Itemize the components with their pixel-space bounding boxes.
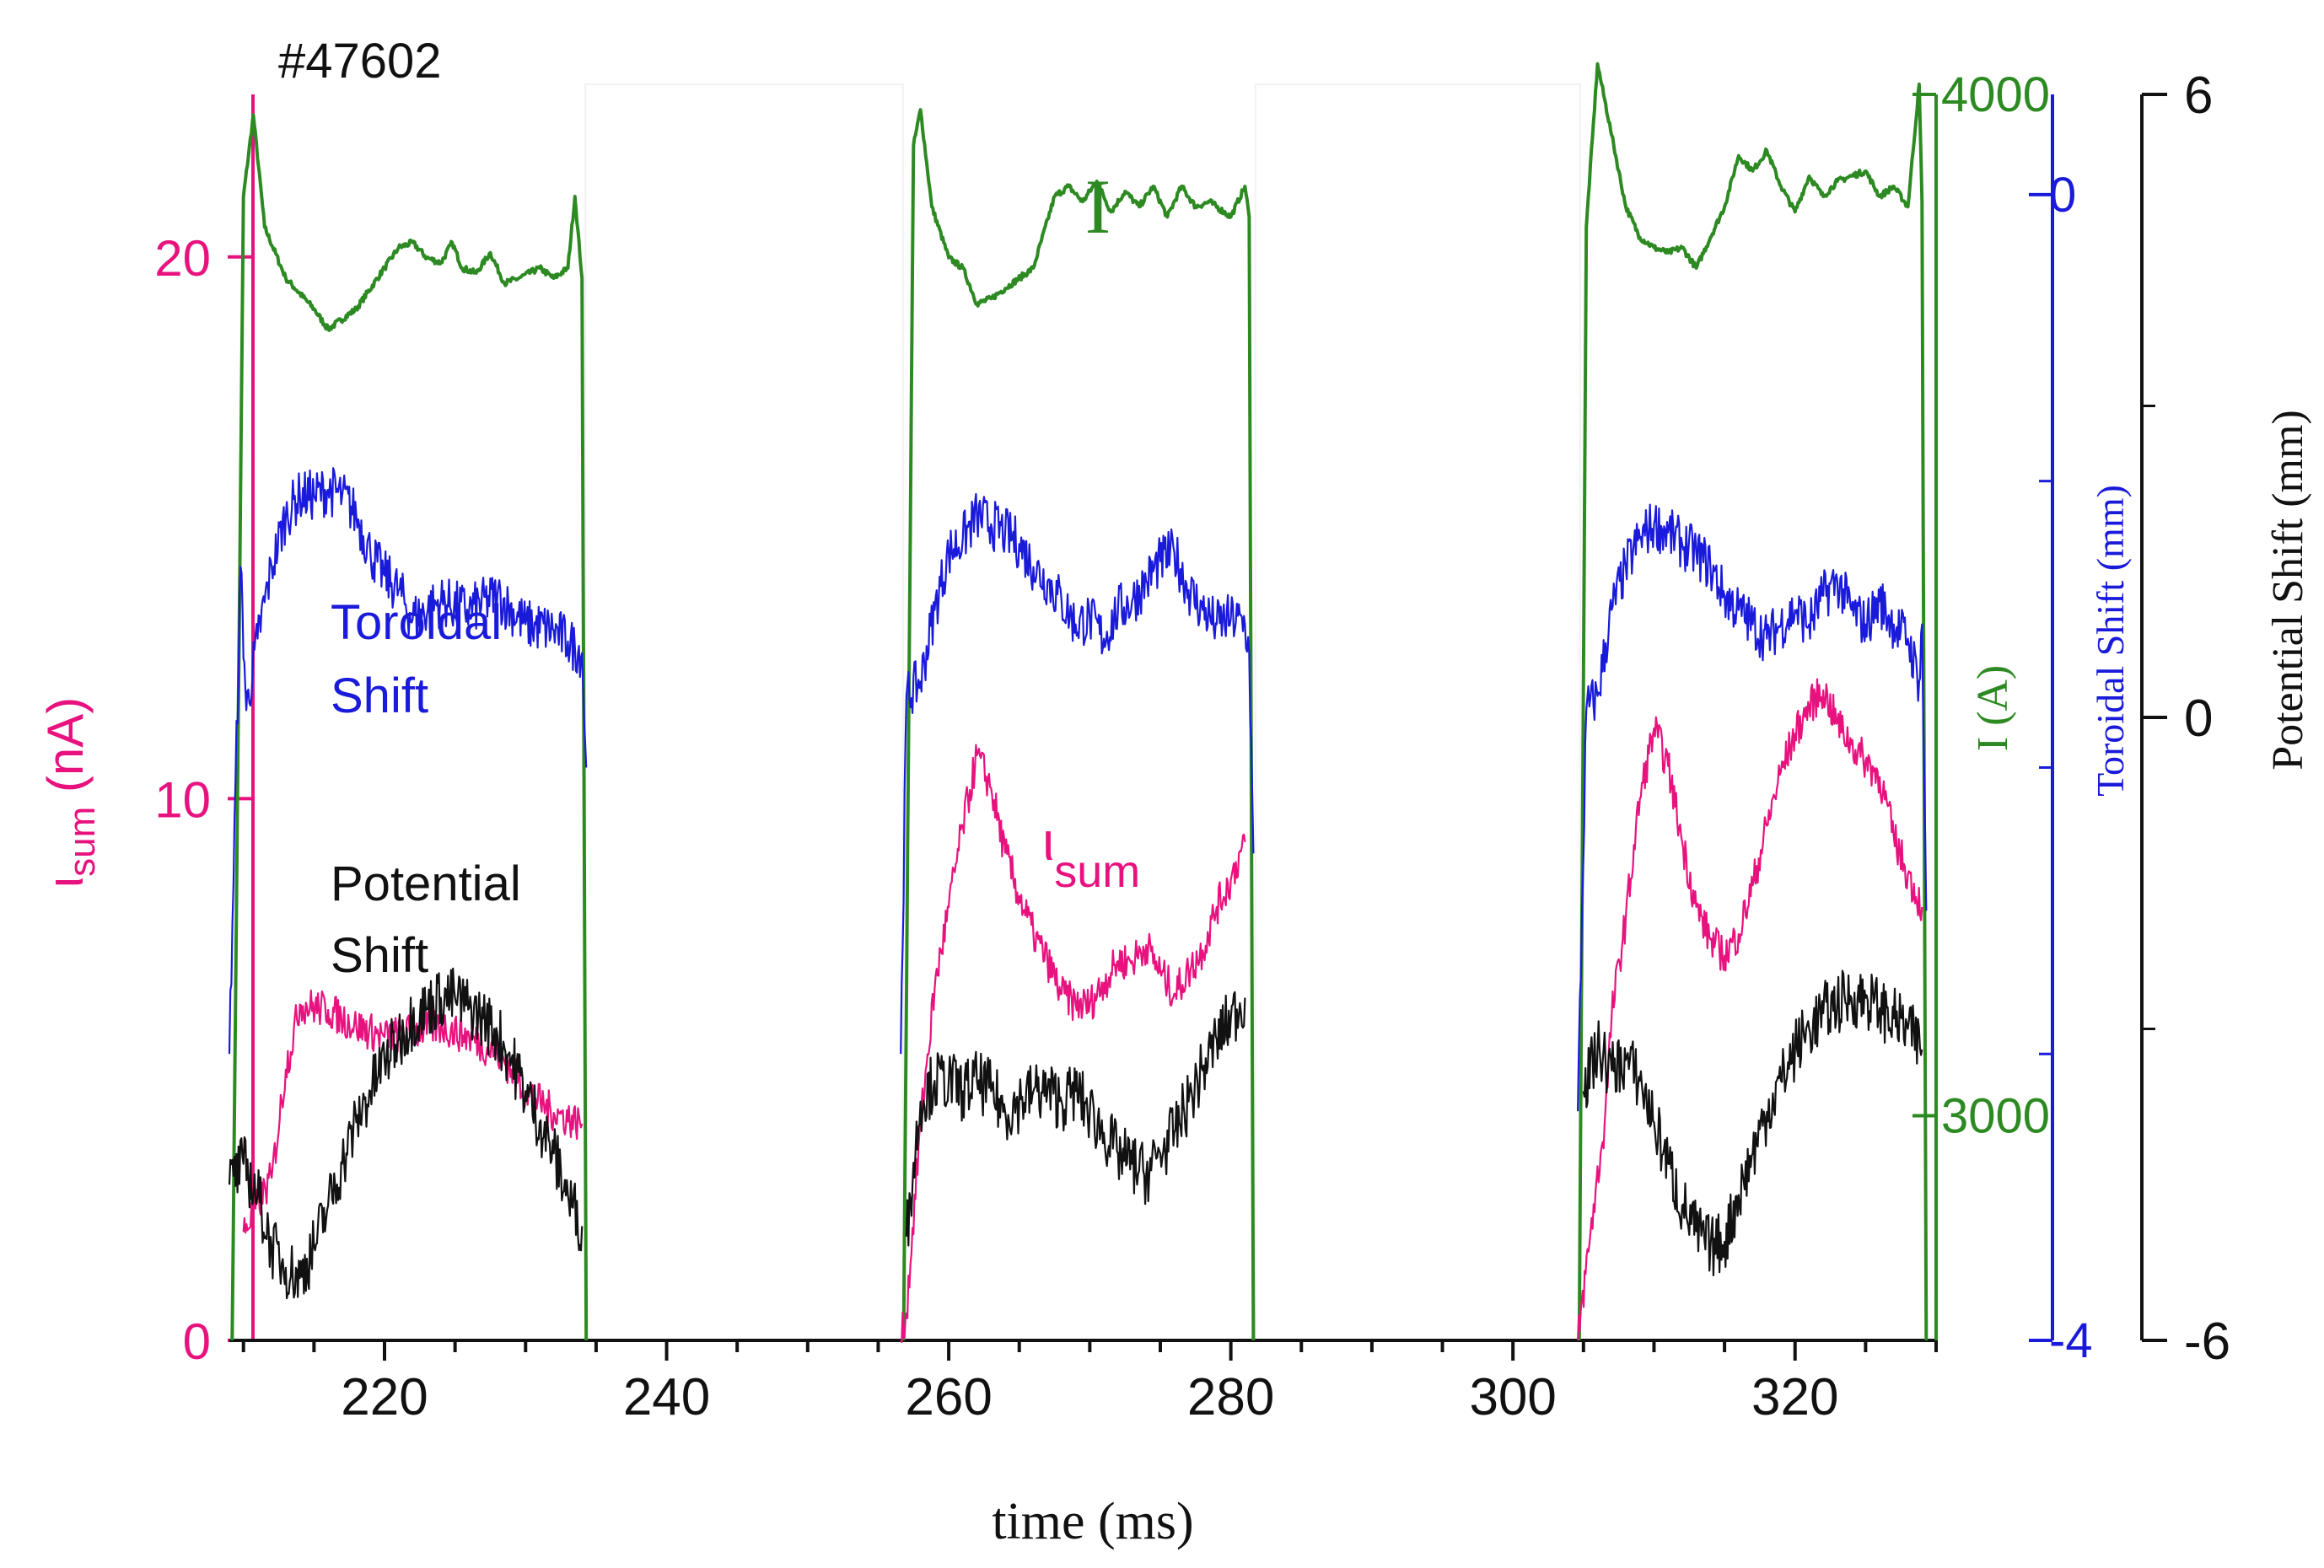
pulse-gap [1254,83,1581,1341]
x-tick-label: 300 [1469,1368,1556,1426]
isum-tick-label: 20 [154,230,211,287]
series-group [228,62,1929,1343]
toroidal-tick-label: -4 [2049,1313,2093,1368]
current-annotation: I [1085,164,1111,250]
potential-axis-label: Potential Shift (mm) [2264,410,2312,771]
series-line-toroidal [1577,503,1928,1112]
x-tick-label: 240 [623,1368,710,1426]
toroidal-annotation-line2: Shift [331,669,428,723]
potential-tick-label: -6 [2184,1313,2230,1371]
current-tick-label: 4000 [1941,67,2050,122]
current-tick-label: 3000 [1941,1088,2050,1143]
isum-annotation: ιsum [1042,811,1140,897]
series-line-isum [1577,678,1923,1341]
series-line-current [901,108,1256,1341]
potential-annotation-line1: Potential [331,856,521,911]
isum-axis-label: ιsum (nA) [37,697,103,889]
axes: 0 10 20 220 240 260 280 300 320 3000 4000 -4 0 -6 0 6 [154,67,2230,1426]
pulse-gap [584,83,904,1341]
series-line-potential [905,991,1246,1247]
potential-tick-label: 6 [2184,67,2213,125]
series-line-isum [900,744,1246,1343]
series-line-toroidal [900,492,1255,1055]
series-line-potential [1582,969,1923,1276]
isum-tick-label: 10 [154,771,211,828]
isum-tick-label: 0 [183,1313,211,1370]
x-tick-label: 260 [905,1368,992,1426]
shot-label: #47602 [278,34,442,89]
current-axis-label: I (A) [1969,665,2017,752]
labels: #47602 time (ms) ιsum (nA) I (A) Toroida… [37,34,2312,1550]
toroidal-axis-label: Toroidal Shift (mm) [2089,485,2132,797]
toroidal-tick-label: 0 [2049,168,2076,223]
x-tick-label: 220 [341,1368,428,1426]
pulse-gaps [584,83,1581,1341]
series-line-toroidal [228,467,588,1055]
potential-tick-label: 0 [2184,690,2213,748]
series-line-potential [228,967,584,1300]
x-tick-label: 280 [1187,1368,1274,1426]
series-line-current [230,113,589,1341]
potential-annotation-line2: Shift [331,928,428,983]
x-axis-label: time (ms) [992,1493,1193,1550]
series-line-current [1577,62,1929,1341]
toroidal-annotation-line1: Toroidal [331,595,502,650]
x-tick-label: 320 [1751,1368,1838,1426]
